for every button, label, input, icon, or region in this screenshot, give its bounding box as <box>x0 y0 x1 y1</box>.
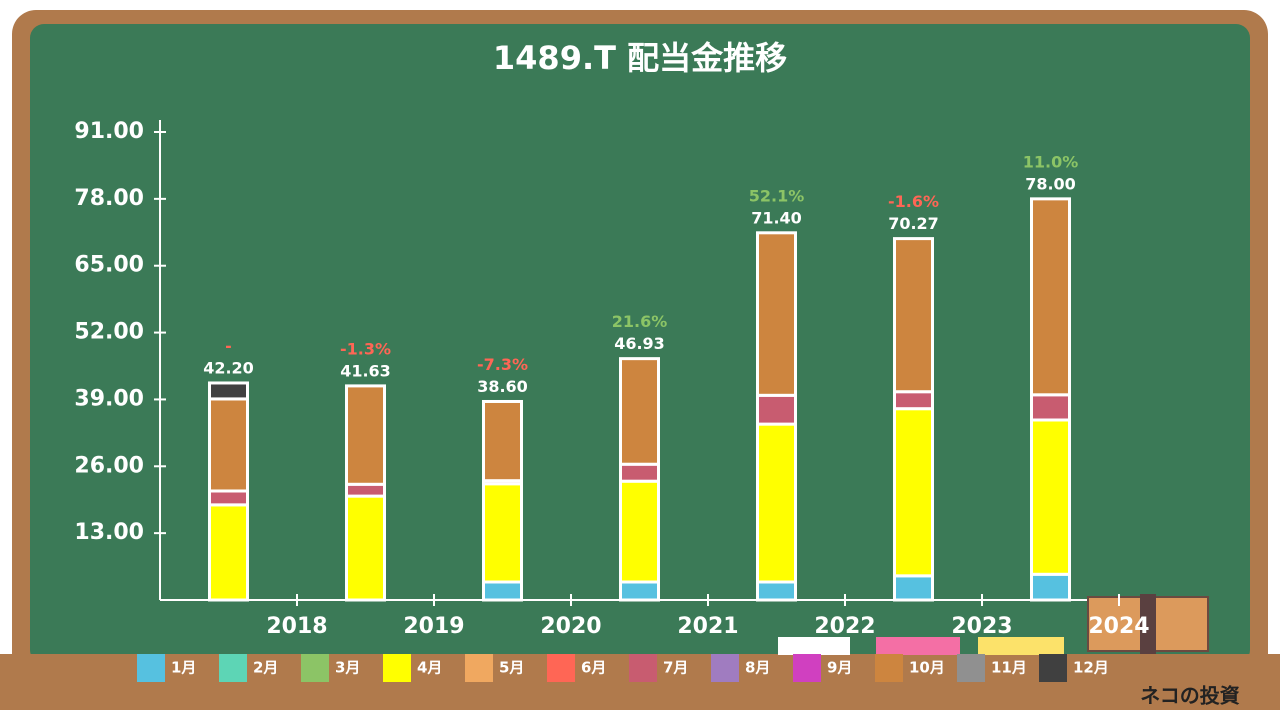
y-tick-label: 91.00 <box>74 119 144 144</box>
legend-swatch <box>1039 654 1067 682</box>
bar-segment <box>1030 418 1071 576</box>
bar-segment <box>1030 393 1071 422</box>
bar-segment <box>893 237 934 394</box>
y-tick-label: 26.00 <box>74 453 144 478</box>
plot: 13.00 26.00 39.00 52.00 65.00 78.00 91.00 2018 4… <box>74 119 1150 682</box>
y-tick-label: 13.00 <box>74 520 144 545</box>
growth-label: 52.1% <box>749 186 805 205</box>
chart-title: 1489.T 配当金推移 <box>493 39 787 77</box>
legend-swatch <box>301 654 329 682</box>
bar-segment <box>619 580 660 602</box>
growth-label: - <box>225 336 232 355</box>
x-tick-label: 2018 <box>266 614 327 639</box>
total-label: 38.60 <box>477 377 528 396</box>
x-tick-label: 2019 <box>403 614 464 639</box>
legend-label: 8月 <box>745 659 770 677</box>
legend-swatch <box>711 654 739 682</box>
total-label: 46.93 <box>614 334 665 353</box>
x-tick-label: 2022 <box>814 614 875 639</box>
legend-label: 10月 <box>909 659 945 677</box>
legend-swatch <box>137 654 165 682</box>
legend-swatch <box>957 654 985 682</box>
growth-label: -1.6% <box>888 192 939 211</box>
bar-segment <box>1030 197 1071 397</box>
bar-segment <box>208 397 249 493</box>
bar-segment <box>1030 572 1071 602</box>
y-tick-label: 78.00 <box>74 186 144 211</box>
legend-label: 12月 <box>1073 659 1109 677</box>
bar-segment <box>893 407 934 578</box>
bar-segment <box>619 479 660 584</box>
chalkboard <box>30 24 1250 664</box>
brand: ネコの投資 <box>1140 684 1240 708</box>
legend-label: 7月 <box>663 659 688 677</box>
legend-swatch <box>793 654 821 682</box>
legend-swatch <box>547 654 575 682</box>
growth-label: 21.6% <box>612 312 668 331</box>
y-tick-label: 39.00 <box>74 386 144 411</box>
y-tick-label: 52.00 <box>74 320 144 345</box>
legend-label: 3月 <box>335 659 360 677</box>
legend-label: 4月 <box>417 659 442 677</box>
growth-label: -1.3% <box>340 339 391 358</box>
bar-segment <box>619 462 660 483</box>
bar-segment <box>208 489 249 507</box>
bar-segment <box>893 574 934 602</box>
growth-label: 11.0% <box>1023 152 1079 171</box>
bar-segment <box>208 503 249 602</box>
x-tick-label: 2021 <box>677 614 738 639</box>
legend-label: 9月 <box>827 659 852 677</box>
bar-segment <box>893 390 934 411</box>
bar-segment <box>756 393 797 426</box>
bar-segment <box>756 231 797 397</box>
total-label: 42.20 <box>203 358 254 377</box>
legend-swatch <box>629 654 657 682</box>
bar-segment <box>482 580 523 602</box>
legend-swatch <box>383 654 411 682</box>
legend-label: 5月 <box>499 659 524 677</box>
total-label: 70.27 <box>888 214 939 233</box>
growth-label: -7.3% <box>477 355 528 374</box>
legend-swatch <box>465 654 493 682</box>
legend-label: 1月 <box>171 659 196 677</box>
legend-swatch <box>875 654 903 682</box>
x-tick-label: 2020 <box>540 614 601 639</box>
legend-label: 11月 <box>991 659 1027 677</box>
chalk <box>978 637 1064 655</box>
chalk <box>876 637 960 655</box>
bar-segment <box>208 381 249 401</box>
total-label: 71.40 <box>751 208 802 227</box>
bar-segment <box>482 482 523 584</box>
bar-segment <box>345 482 386 498</box>
x-tick-label: 2023 <box>951 614 1012 639</box>
total-label: 41.63 <box>340 361 391 380</box>
legend-swatch <box>219 654 247 682</box>
x-tick-label: 2024 <box>1088 614 1149 639</box>
y-tick-label: 65.00 <box>74 253 144 278</box>
bar-segment <box>482 399 523 483</box>
eraser-band <box>1140 594 1156 654</box>
legend-label: 2月 <box>253 659 278 677</box>
bar-segment <box>619 357 660 466</box>
bar-segment <box>756 422 797 584</box>
bar-segment <box>345 384 386 486</box>
chalk <box>778 637 850 655</box>
bar-segment <box>345 494 386 602</box>
bar-segment <box>756 580 797 602</box>
legend-label: 6月 <box>581 659 606 677</box>
total-label: 78.00 <box>1025 174 1076 193</box>
